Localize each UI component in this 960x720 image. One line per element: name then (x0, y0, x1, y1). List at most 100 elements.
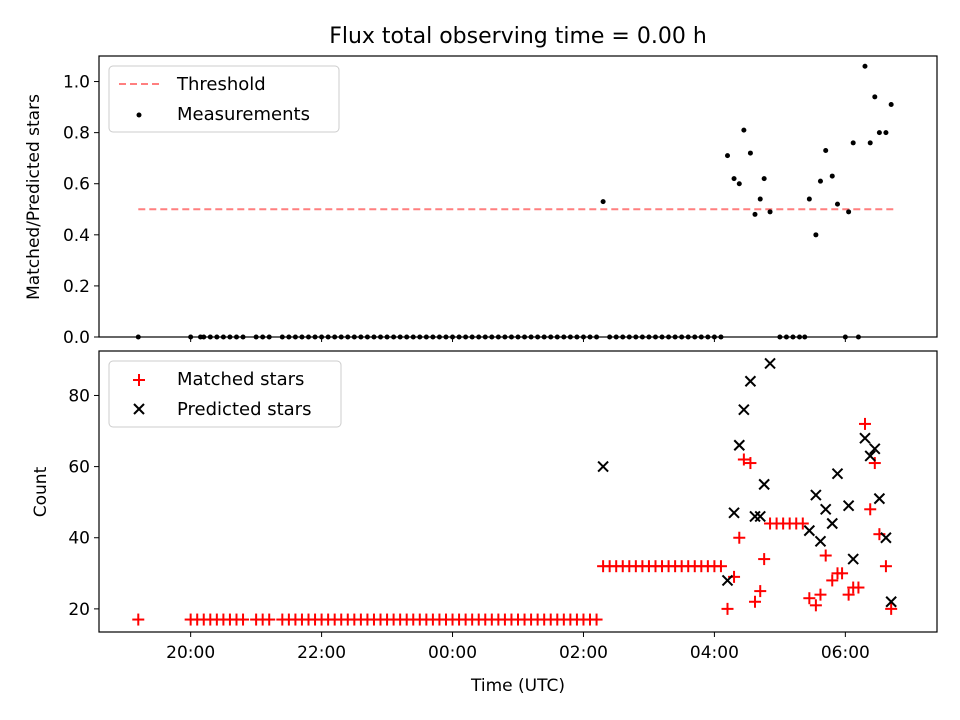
top-y-tick-label: 0.0 (63, 328, 90, 348)
top-y-tick-label: 1.0 (63, 73, 90, 93)
matched-star-point (879, 560, 892, 573)
top-axes-frame (98, 55, 938, 338)
measurement-point (761, 176, 767, 182)
bottom-legend: Matched stars Predicted stars (108, 360, 342, 428)
predicted-star-point (721, 574, 734, 587)
predicted-star-point (826, 517, 838, 530)
measurement-point (725, 153, 730, 159)
bottom-plot-area (132, 357, 898, 626)
top-y-tick-label: 0.2 (63, 277, 90, 297)
bottom-y-tick-label: 60 (68, 458, 90, 478)
bottom-x-tick-label: 04:00 (690, 643, 739, 663)
predicted-star-point (842, 500, 855, 512)
bottom-x-axis-label: Time (UTC) (470, 676, 565, 696)
chart-title: Flux total observing time = 0.00 h (329, 24, 707, 49)
measurement-point (767, 209, 773, 215)
legend-predicted-label: Predicted stars (177, 399, 311, 420)
top-y-ticks: 0.0 0.2 0.4 0.6 0.8 1.0 (63, 73, 99, 348)
predicted-star-point (754, 510, 766, 523)
predicted-star-point (869, 443, 881, 455)
predicted-star-point (733, 439, 745, 451)
matched-star-point (809, 599, 822, 612)
legend-matched-label: Matched stars (177, 369, 304, 390)
matched-star-point (758, 553, 771, 566)
matched-star-point (237, 613, 250, 626)
measurement-point (888, 102, 894, 108)
predicted-star-point (803, 524, 816, 537)
predicted-star-point (864, 450, 876, 462)
legend-measurements-swatch (136, 112, 142, 118)
top-legend-box (108, 65, 340, 133)
measurement-point (757, 196, 763, 202)
top-panel: 0.0 0.2 0.4 0.6 0.8 1.0 Matched/Predicted sta… (24, 55, 938, 348)
matched-star-point (737, 453, 750, 466)
bottom-x-tick-label: 06:00 (821, 643, 870, 663)
matched-star-point (814, 588, 827, 601)
top-y-tick-label: 0.8 (63, 124, 90, 144)
top-x-ticks (190, 337, 846, 342)
measurement-point (872, 94, 878, 100)
predicted-star-point (758, 478, 770, 491)
matched-star-point (733, 531, 746, 544)
measurement-point (747, 150, 753, 156)
bottom-x-tick-label: 00:00 (428, 643, 477, 663)
measurement-point (862, 63, 868, 69)
predicted-star-point (597, 460, 609, 473)
matched-star-point (590, 613, 603, 626)
top-legend: Threshold Measurements (108, 65, 340, 133)
matched-star-point (796, 517, 809, 530)
measurement-point (741, 127, 747, 133)
matched-star-point (748, 595, 761, 608)
predicted-star-point (859, 432, 871, 444)
measurement-point (806, 196, 812, 202)
measurement-point (846, 209, 852, 215)
measurement-point (823, 148, 829, 154)
predicted-star-point (810, 489, 822, 501)
predicted-star-point (819, 503, 832, 515)
predicted-star-point (728, 507, 740, 519)
matched-star-point (868, 457, 881, 470)
legend-predicted-swatch (133, 403, 145, 415)
bottom-y-axis-label: Count (31, 466, 51, 517)
matched-star-point (852, 581, 865, 594)
matched-star-point (819, 549, 832, 562)
predicted-star-point (744, 375, 757, 387)
predicted-star-point (873, 492, 886, 505)
bottom-axes-frame (98, 350, 938, 633)
bottom-x-tick-label: 22:00 (297, 643, 346, 663)
measurement-point (600, 199, 606, 205)
measurement-point (876, 130, 882, 136)
predicted-star-point (831, 468, 844, 480)
measurement-point (731, 176, 737, 182)
measurement-point (813, 232, 819, 238)
bottom-x-tick-label: 20:00 (166, 643, 215, 663)
predicted-star-point (749, 510, 761, 523)
matched-star-point (263, 613, 276, 626)
bottom-legend-box (108, 360, 342, 428)
matched-star-point (132, 613, 145, 626)
matched-star-point (744, 457, 757, 470)
matched-star-point (826, 574, 839, 587)
legend-threshold-label: Threshold (176, 74, 266, 95)
bottom-y-tick-label: 20 (68, 600, 90, 620)
bottom-y-tick-label: 80 (68, 386, 90, 406)
predicted-star-point (738, 403, 750, 416)
measurement-point (829, 173, 835, 179)
predicted-star-point (764, 357, 776, 370)
measurement-point (752, 211, 758, 217)
measurement-point (867, 140, 873, 146)
top-y-tick-label: 0.6 (63, 175, 90, 195)
matched-star-point (864, 503, 877, 516)
matched-star-point (714, 560, 727, 573)
legend-matched-swatch (133, 374, 145, 386)
measurement-point (883, 130, 889, 136)
bottom-x-tick-label: 02:00 (559, 643, 608, 663)
measurement-point (817, 178, 823, 184)
matched-star-point (836, 567, 849, 580)
bottom-y-ticks: 20 40 60 80 (68, 386, 99, 620)
matched-star-point (803, 592, 816, 605)
matched-star-point (842, 588, 855, 601)
predicted-star-point (885, 596, 897, 608)
